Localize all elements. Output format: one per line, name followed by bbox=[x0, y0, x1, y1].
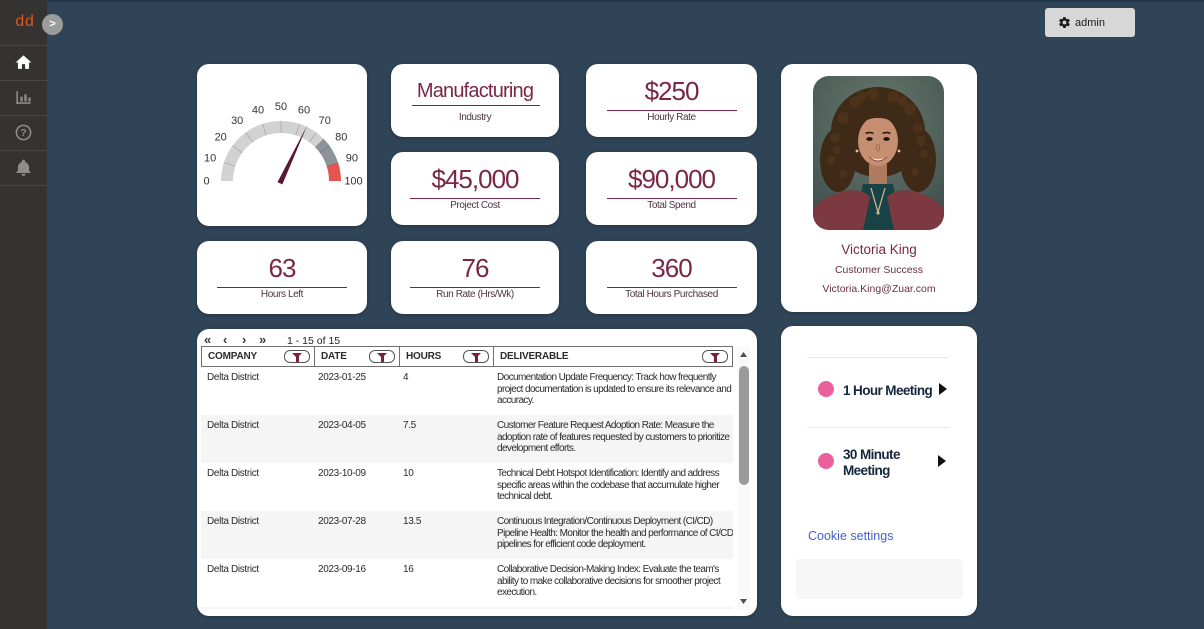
svg-text:50: 50 bbox=[275, 101, 287, 113]
svg-text:70: 70 bbox=[319, 115, 331, 127]
svg-text:30: 30 bbox=[231, 115, 243, 127]
svg-text:40: 40 bbox=[252, 105, 264, 117]
svg-text:20: 20 bbox=[215, 132, 227, 144]
svg-text:?: ? bbox=[20, 128, 26, 139]
svg-text:0: 0 bbox=[203, 176, 209, 188]
svg-text:60: 60 bbox=[298, 105, 310, 117]
svg-text:80: 80 bbox=[335, 132, 347, 144]
svg-text:10: 10 bbox=[204, 153, 216, 165]
svg-text:100: 100 bbox=[344, 176, 362, 188]
svg-text:90: 90 bbox=[346, 153, 358, 165]
